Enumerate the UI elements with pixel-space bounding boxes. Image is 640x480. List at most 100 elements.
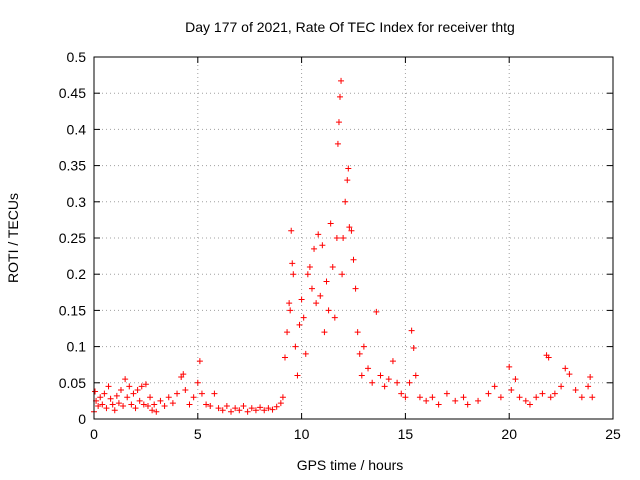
data-point	[174, 390, 181, 397]
data-point	[288, 227, 295, 234]
data-point	[321, 329, 328, 336]
data-point	[269, 406, 276, 413]
data-point	[101, 390, 108, 397]
data-point	[313, 300, 320, 307]
data-point	[186, 401, 193, 408]
data-point	[408, 327, 415, 334]
data-point	[512, 376, 519, 383]
data-point	[134, 387, 141, 394]
data-point	[410, 345, 417, 352]
data-point	[350, 256, 357, 263]
data-point	[369, 379, 376, 386]
data-point	[356, 350, 363, 357]
data-point	[385, 376, 392, 383]
data-point	[228, 408, 235, 415]
data-point	[302, 350, 309, 357]
y-tick-label: 0	[78, 411, 86, 427]
data-point	[128, 401, 135, 408]
data-point	[335, 119, 342, 126]
data-point	[360, 343, 367, 350]
data-point	[120, 402, 127, 409]
data-point	[435, 401, 442, 408]
data-point	[346, 224, 353, 231]
data-point	[381, 383, 388, 390]
data-point	[572, 387, 579, 394]
data-point	[111, 407, 118, 414]
data-point	[196, 358, 203, 365]
x-tick-labels: 0 5 10 15 20 25	[90, 426, 621, 442]
data-point	[354, 329, 361, 336]
data-point	[130, 390, 137, 397]
data-points	[91, 77, 596, 415]
data-point	[198, 390, 205, 397]
data-point	[124, 394, 131, 401]
data-point	[105, 383, 112, 390]
y-tick-label: 0.25	[59, 230, 86, 246]
data-point	[287, 307, 294, 314]
x-tick-label: 5	[194, 426, 202, 442]
data-point	[526, 401, 533, 408]
data-point	[394, 379, 401, 386]
data-point	[402, 394, 409, 401]
data-point	[452, 397, 459, 404]
chart-title: Day 177 of 2021, Rate Of TEC Index for r…	[185, 19, 515, 35]
y-tick-label: 0.15	[59, 302, 86, 318]
data-point	[203, 401, 210, 408]
data-point	[252, 407, 259, 414]
data-point	[182, 387, 189, 394]
data-point	[491, 383, 498, 390]
data-point	[138, 383, 145, 390]
data-point	[149, 407, 156, 414]
data-point	[587, 374, 594, 381]
x-tick-label: 10	[294, 426, 310, 442]
data-point	[373, 308, 380, 315]
data-point	[207, 402, 214, 409]
data-point	[211, 390, 218, 397]
data-point	[257, 404, 264, 411]
data-point	[327, 220, 334, 227]
data-point	[460, 394, 467, 401]
data-point	[223, 402, 230, 409]
data-point	[240, 402, 247, 409]
data-point	[248, 405, 255, 412]
data-point	[157, 397, 164, 404]
data-point	[423, 397, 430, 404]
data-point	[311, 245, 318, 252]
data-point	[578, 394, 585, 401]
data-point	[180, 371, 187, 378]
data-point	[539, 390, 546, 397]
data-point	[398, 390, 405, 397]
data-point	[277, 400, 284, 407]
data-point	[352, 285, 359, 292]
data-point	[566, 371, 573, 378]
data-point	[136, 397, 143, 404]
data-point	[142, 381, 149, 388]
y-tick-label: 0.1	[67, 339, 87, 355]
data-point	[219, 407, 226, 414]
data-point	[132, 405, 139, 412]
data-point	[215, 405, 222, 412]
data-point	[289, 260, 296, 267]
data-point	[304, 271, 311, 278]
data-point	[345, 165, 352, 172]
data-point	[113, 392, 120, 399]
data-point	[412, 372, 419, 379]
data-point	[115, 400, 122, 407]
data-point	[244, 408, 251, 415]
data-point	[545, 354, 552, 361]
data-point	[92, 388, 99, 395]
data-point	[522, 397, 529, 404]
data-point	[286, 300, 293, 307]
data-point	[161, 402, 168, 409]
data-point	[429, 394, 436, 401]
x-axis-label: GPS time / hours	[297, 457, 404, 473]
data-point	[265, 405, 272, 412]
data-point	[547, 394, 554, 401]
data-point	[325, 307, 332, 314]
data-point	[533, 394, 540, 401]
data-point	[331, 314, 338, 321]
data-point	[153, 408, 160, 415]
data-point	[516, 394, 523, 401]
x-tick-label: 0	[90, 426, 98, 442]
